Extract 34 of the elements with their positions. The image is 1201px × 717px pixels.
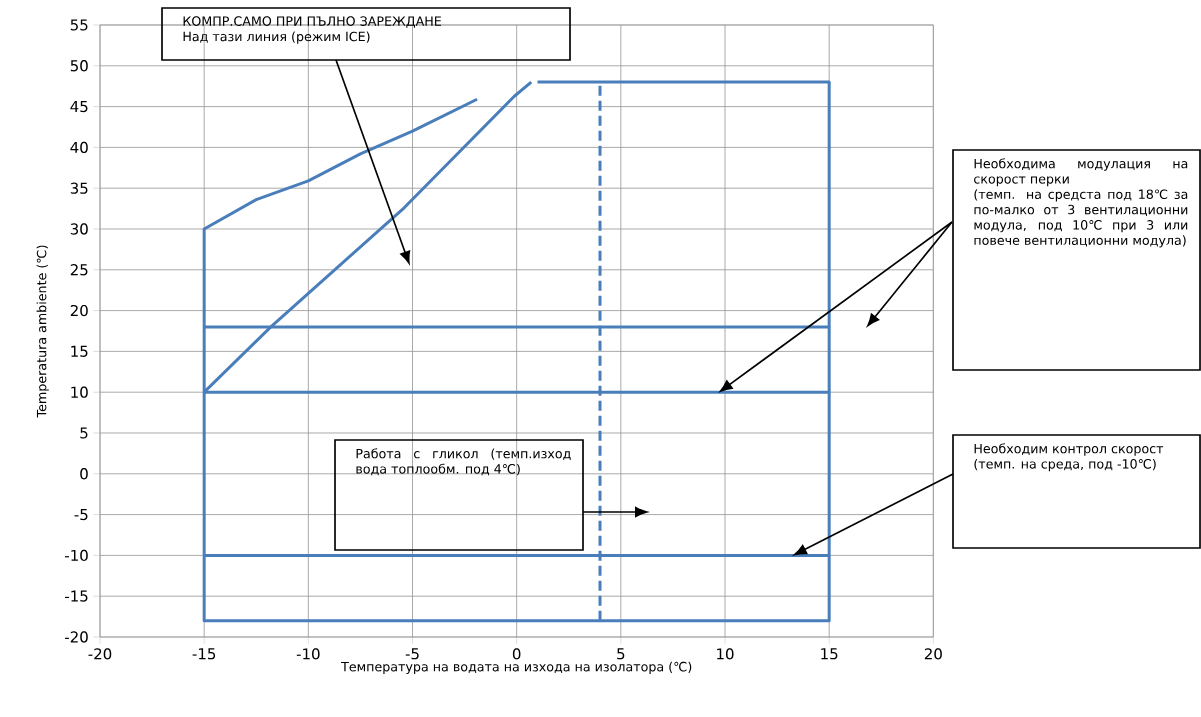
y-tick-label: 35 bbox=[70, 182, 88, 194]
y-tick-label: 20 bbox=[70, 304, 88, 317]
x-tick-label: -15 bbox=[192, 648, 216, 660]
y-tick-label: 0 bbox=[80, 468, 88, 480]
text: (темп. на средста под 18℃ за по-малко от 3 вентилационни модула, под 10℃ при 3 или повече вентилационни модула) bbox=[974, 189, 1188, 248]
y-tick-label: -10 bbox=[65, 549, 88, 562]
y-tick-label: 55 bbox=[70, 19, 88, 31]
y-tick-label: 30 bbox=[70, 223, 88, 235]
x-tick-label: -5 bbox=[405, 648, 419, 660]
x-tick-label: 5 bbox=[617, 648, 625, 660]
y-axis-title: Temperatura ambiente (℃) bbox=[36, 245, 49, 418]
y-tick-label: -5 bbox=[74, 509, 88, 521]
text: Необходима модулация на скорост перки bbox=[974, 158, 1188, 187]
y-tick-label: -15 bbox=[65, 590, 88, 602]
x-tick-label: 0 bbox=[512, 648, 521, 660]
x-tick-label: 15 bbox=[821, 648, 838, 660]
y-tick-label: 10 bbox=[71, 386, 88, 398]
x-tick-label: -20 bbox=[88, 648, 112, 660]
x-axis-title: Температура на водата на изхода на изолатора (℃) bbox=[341, 661, 692, 674]
y-tick-label: 40 bbox=[70, 141, 88, 154]
x-tick-label: 10 bbox=[717, 648, 734, 660]
y-tick-label: 45 bbox=[70, 101, 88, 113]
y-tick-label: 25 bbox=[70, 264, 88, 276]
annotation: Над тази линия (режим ICE) bbox=[183, 31, 370, 44]
y-tick-label: 15 bbox=[71, 345, 88, 357]
y-tick-label: -20 bbox=[65, 631, 88, 643]
x-tick-label: 20 bbox=[924, 648, 942, 660]
text: (темп. на среда, под -10℃) bbox=[974, 458, 1156, 472]
annotation: Работа с гликол (темп.изход вода топлообм. под 4℃) bbox=[356, 448, 571, 476]
y-tick-label: 5 bbox=[80, 427, 88, 439]
x-tick-label: -10 bbox=[296, 648, 320, 660]
text: Необходим контрол скорост bbox=[974, 443, 1164, 456]
y-tick-label: 50 bbox=[70, 60, 88, 72]
annotation: КОМПР.САМО ПРИ ПЪЛНО ЗАРЕЖДАНЕ bbox=[183, 16, 441, 28]
